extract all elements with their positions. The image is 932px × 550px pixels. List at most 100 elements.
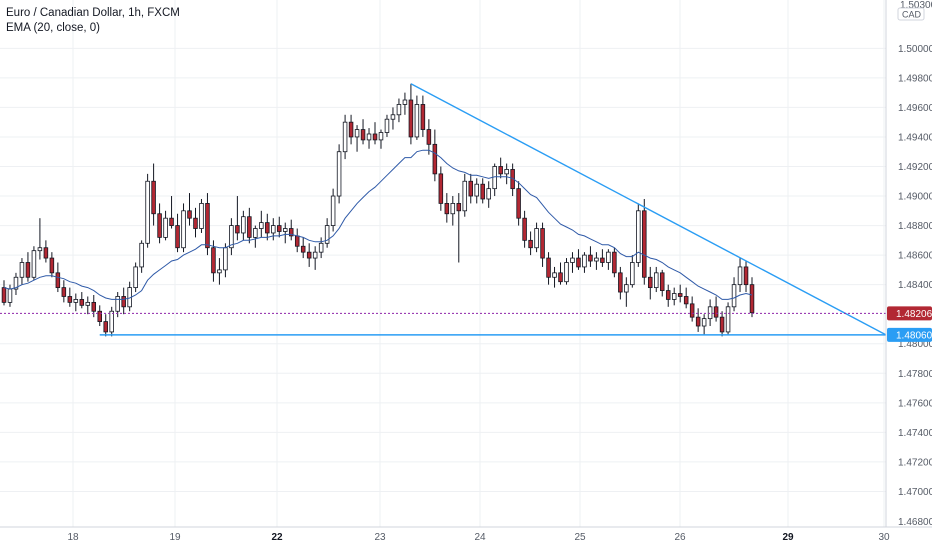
candle-down bbox=[665, 290, 671, 300]
currency-badge: CAD bbox=[897, 7, 925, 21]
candle-up bbox=[253, 228, 258, 238]
candle-up bbox=[31, 250, 37, 278]
price-tick-label: 1.49600 bbox=[898, 103, 932, 114]
price-tick-label: 1.49800 bbox=[898, 73, 932, 84]
candle-up bbox=[241, 216, 246, 234]
price-tick-label: 1.47200 bbox=[898, 457, 932, 468]
candle-down bbox=[265, 222, 270, 234]
chart-legend: Euro / Canadian Dollar, 1h, FXCM EMA (20… bbox=[6, 6, 180, 36]
candle-up bbox=[450, 203, 456, 215]
price-tick-label: 1.48400 bbox=[898, 280, 932, 291]
current-price-label: 1.48206 bbox=[896, 309, 932, 320]
candle-down bbox=[360, 129, 366, 141]
candle-up bbox=[217, 269, 222, 274]
candle-up bbox=[181, 210, 186, 249]
candle-down bbox=[157, 213, 162, 238]
price-tick-label: 1.50300 bbox=[900, 0, 932, 11]
candle-down bbox=[468, 180, 474, 197]
candle-up bbox=[624, 284, 629, 293]
price-tick-label: 1.47400 bbox=[898, 428, 932, 439]
candle-up bbox=[133, 266, 138, 289]
candle-up bbox=[414, 104, 420, 138]
candle-up bbox=[223, 247, 228, 271]
current-price-tag: 1.48206 bbox=[887, 306, 932, 321]
candle-up bbox=[725, 306, 731, 333]
time-axis[interactable]: 18 19 22 23 24 25 26 29 30 bbox=[67, 532, 890, 543]
date-tick-label: 18 bbox=[67, 532, 79, 543]
candle-up bbox=[486, 188, 491, 200]
candle-down bbox=[49, 257, 55, 274]
candle-down bbox=[25, 262, 31, 278]
candle-up bbox=[145, 180, 150, 244]
candle-down bbox=[235, 225, 240, 234]
price-tick-label: 1.48800 bbox=[898, 221, 932, 232]
candle-up bbox=[85, 301, 91, 306]
date-tick-label: 24 bbox=[474, 532, 486, 543]
candle-up bbox=[534, 228, 539, 249]
price-tick-label: 1.47800 bbox=[898, 369, 932, 380]
candle-up bbox=[402, 99, 408, 105]
candle-down bbox=[103, 321, 108, 333]
candle-down bbox=[348, 121, 354, 138]
candle-up bbox=[109, 310, 114, 333]
candle-down bbox=[695, 316, 701, 327]
candle-down bbox=[408, 99, 414, 138]
candle-down bbox=[169, 217, 174, 226]
candle-down bbox=[588, 254, 593, 262]
symbol-title[interactable]: Euro / Canadian Dollar, 1h, FXCM bbox=[6, 7, 180, 19]
candle-up bbox=[199, 203, 204, 229]
candle-down bbox=[193, 217, 198, 229]
candle-down bbox=[677, 293, 683, 297]
candle-down bbox=[151, 180, 156, 215]
candle-up bbox=[594, 257, 599, 262]
candle-down bbox=[432, 143, 438, 175]
candle-up bbox=[271, 225, 276, 234]
candle-down bbox=[426, 129, 432, 145]
candle-up bbox=[570, 257, 575, 263]
candle-up bbox=[336, 151, 342, 197]
candle-up bbox=[630, 262, 635, 286]
candle-up bbox=[396, 104, 402, 116]
candle-down bbox=[175, 225, 180, 249]
candle-up bbox=[731, 284, 737, 308]
candle-down bbox=[55, 272, 61, 289]
candle-up bbox=[654, 272, 659, 289]
candle-up bbox=[324, 225, 330, 244]
date-tick-label: 26 bbox=[674, 532, 686, 543]
candle-up bbox=[707, 306, 713, 320]
candle-up bbox=[259, 222, 264, 229]
candle-down bbox=[546, 257, 551, 278]
candle-up bbox=[163, 217, 168, 238]
ema-line bbox=[3, 149, 753, 300]
candle-up bbox=[330, 195, 336, 226]
descending-trendline[interactable] bbox=[410, 83, 887, 336]
date-tick-label: 23 bbox=[374, 532, 386, 543]
candle-up bbox=[384, 118, 390, 133]
support-price-tag: 1.48060 bbox=[887, 327, 932, 342]
candle-down bbox=[510, 169, 515, 190]
candle-down bbox=[648, 276, 653, 289]
candle-up bbox=[564, 262, 569, 283]
candle-down bbox=[558, 272, 563, 283]
date-tick-label: 30 bbox=[878, 532, 890, 543]
candle-down bbox=[294, 235, 300, 247]
date-tick-label: 19 bbox=[169, 532, 181, 543]
price-tick-label: 1.49200 bbox=[898, 162, 932, 173]
candle-up bbox=[552, 272, 557, 278]
candle-down bbox=[540, 228, 545, 259]
indicator-label[interactable]: EMA (20, close, 0) bbox=[6, 22, 100, 34]
candle-up bbox=[462, 180, 468, 212]
candle-down bbox=[612, 251, 617, 274]
price-axis[interactable]: 1.50000 1.49800 1.49600 1.49400 1.49200 1.490… bbox=[898, 0, 932, 528]
candle-down bbox=[444, 203, 450, 215]
price-tick-label: 1.48600 bbox=[898, 251, 932, 262]
candle-down bbox=[498, 166, 503, 175]
price-tick-label: 1.47000 bbox=[898, 487, 932, 498]
currency-badge-label: CAD bbox=[902, 10, 922, 20]
candle-down bbox=[516, 188, 521, 219]
candle-down bbox=[456, 203, 462, 212]
candle-down bbox=[618, 272, 623, 293]
support-price-label: 1.48060 bbox=[896, 330, 932, 341]
